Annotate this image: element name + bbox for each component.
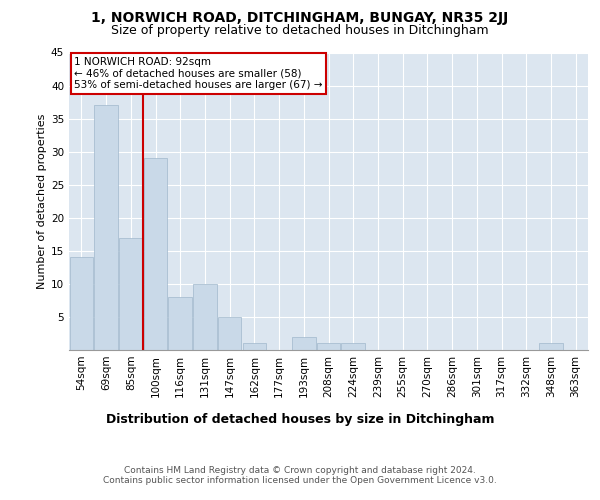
Text: Contains public sector information licensed under the Open Government Licence v3: Contains public sector information licen… bbox=[103, 476, 497, 485]
Y-axis label: Number of detached properties: Number of detached properties bbox=[37, 114, 47, 289]
Text: Size of property relative to detached houses in Ditchingham: Size of property relative to detached ho… bbox=[111, 24, 489, 37]
Bar bbox=[242, 344, 266, 350]
Bar bbox=[169, 297, 192, 350]
Bar bbox=[144, 158, 167, 350]
Text: Distribution of detached houses by size in Ditchingham: Distribution of detached houses by size … bbox=[106, 412, 494, 426]
Text: Contains HM Land Registry data © Crown copyright and database right 2024.: Contains HM Land Registry data © Crown c… bbox=[124, 466, 476, 475]
Bar bbox=[94, 106, 118, 350]
Text: 1 NORWICH ROAD: 92sqm
← 46% of detached houses are smaller (58)
53% of semi-deta: 1 NORWICH ROAD: 92sqm ← 46% of detached … bbox=[74, 57, 323, 90]
Bar bbox=[119, 238, 143, 350]
Bar bbox=[70, 258, 93, 350]
Bar bbox=[341, 344, 365, 350]
Bar bbox=[317, 344, 340, 350]
Text: 1, NORWICH ROAD, DITCHINGHAM, BUNGAY, NR35 2JJ: 1, NORWICH ROAD, DITCHINGHAM, BUNGAY, NR… bbox=[91, 11, 509, 25]
Bar bbox=[539, 344, 563, 350]
Bar bbox=[218, 317, 241, 350]
Bar bbox=[193, 284, 217, 350]
Bar bbox=[292, 337, 316, 350]
